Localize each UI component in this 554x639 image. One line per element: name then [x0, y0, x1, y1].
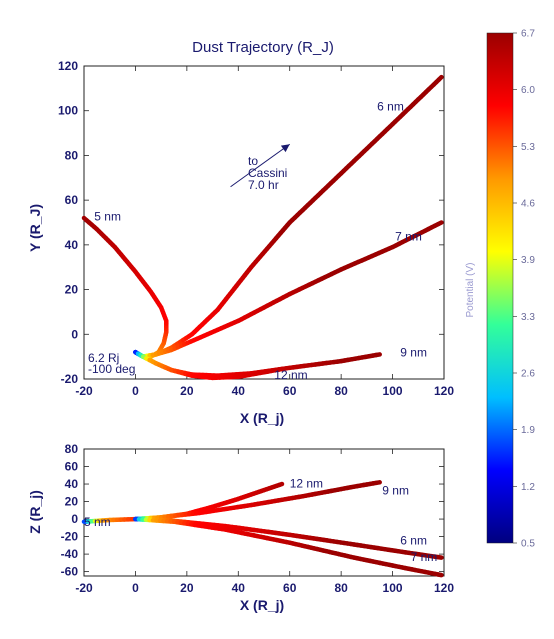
bottom-y-tick-label: 40 — [65, 477, 79, 491]
colorbar-tick-label: 6.0 — [521, 85, 535, 96]
top-series-label: 12 nm — [274, 368, 307, 382]
top-x-tick-label: 40 — [232, 384, 246, 398]
bottom-plot-frame — [83, 448, 445, 577]
top-y-axis-label: Y (R_J) — [27, 204, 43, 252]
cassini-annotation-line-2: Cassini — [248, 166, 287, 180]
bottom-x-tick-label: 0 — [132, 581, 139, 595]
top-x-tick-label: -20 — [75, 384, 93, 398]
bottom-series-label: 9 nm — [382, 484, 409, 498]
top-x-tick-label: 120 — [434, 384, 454, 398]
colorbar-label: Potential (V) — [465, 262, 476, 317]
bottom-series-label: 6 nm — [400, 533, 427, 547]
bottom-series-label: 7 nm — [411, 550, 438, 564]
top-trajectory-segment — [373, 352, 382, 358]
top-x-tick-label: 100 — [383, 384, 403, 398]
colorbar-tick-label: 3.3 — [521, 312, 535, 323]
cassini-annotation-line-3: 7.0 hr — [248, 178, 279, 192]
top-series-6-nm: 6 nm — [133, 74, 444, 359]
cassini-arrowhead — [280, 144, 290, 153]
top-y-tick-label: 100 — [58, 104, 78, 118]
bottom-series-7-nm: 7 nm — [133, 516, 444, 578]
bottom-trajectory-segment — [277, 481, 285, 488]
top-x-axis-label: X (R_j) — [240, 410, 284, 426]
top-panel-xy-plot: Dust Trajectory (R_J) -20 0 20 40 60 80 100 120… — [27, 39, 454, 426]
top-y-tick-label: 40 — [65, 238, 79, 252]
cassini-annotation: to Cassini 7.0 hr — [230, 143, 291, 192]
bottom-x-tick-label: -20 — [75, 581, 93, 595]
bottom-x-tick-label: 40 — [232, 581, 246, 595]
colorbar-gradient — [486, 32, 514, 544]
top-trajectory-segment — [436, 74, 444, 82]
top-series-12-nm: 12 nm — [133, 349, 308, 382]
colorbar-tick-label: 5.3 — [521, 142, 535, 153]
bottom-y-tick-label: -60 — [61, 565, 79, 579]
cassini-direction-arrow — [230, 143, 291, 188]
chart-title: Dust Trajectory (R_J) — [192, 39, 334, 56]
top-trajectory-segment — [81, 215, 89, 223]
colorbar-tick-label: 6.7 — [521, 29, 535, 40]
colorbar-tick-label: 1.2 — [521, 482, 535, 493]
top-y-tick-label: 20 — [65, 283, 79, 297]
bottom-x-tick-label: 120 — [434, 581, 454, 595]
top-series-label: 6 nm — [377, 100, 404, 114]
bottom-trajectory-segment — [374, 480, 382, 486]
top-series-label: 9 nm — [400, 346, 427, 360]
bottom-y-tick-label: 0 — [71, 512, 78, 526]
bottom-x-tick-label: 80 — [334, 581, 348, 595]
top-x-tick-label: 20 — [180, 384, 194, 398]
top-y-tick-label: 80 — [65, 148, 79, 162]
top-x-tick-label: 60 — [283, 384, 297, 398]
bottom-y-tick-label: 20 — [65, 495, 79, 509]
top-trajectory-segment — [435, 220, 444, 227]
bottom-y-axis-label: Z (R_j) — [27, 490, 43, 534]
bottom-y-tick-label: -20 — [61, 530, 79, 544]
colorbar: 6.7 6.0 5.3 4.6 3.9 3.3 2.6 1.9 1.2 0.5 Potential… — [465, 29, 535, 550]
bottom-y-tick-label: -40 — [61, 547, 79, 561]
bottom-x-tick-label: 60 — [283, 581, 297, 595]
top-plot-frame — [83, 65, 445, 380]
bottom-y-tick-label: 60 — [65, 460, 79, 474]
top-y-tick-label: 0 — [71, 327, 78, 341]
top-series-7-nm: 7 nm — [133, 220, 444, 359]
top-y-tick-label: 120 — [58, 59, 78, 73]
start-annotation-line-1: 6.2 Rj — [88, 351, 119, 365]
colorbar-tick-label: 4.6 — [521, 199, 535, 210]
colorbar-tick-label: 1.9 — [521, 425, 535, 436]
colorbar-tick-label: 0.5 — [521, 539, 535, 550]
bottom-y-tick-label: 80 — [65, 442, 79, 456]
start-annotation-line-2: -100 deg — [88, 362, 135, 376]
top-series-label: 7 nm — [395, 229, 422, 243]
cassini-annotation-line-1: to — [248, 154, 258, 168]
top-y-tick-label: 60 — [65, 193, 79, 207]
colorbar-tick-label: 2.6 — [521, 369, 535, 380]
bottom-panel-xz-plot: -20 0 20 40 60 80 100 120 80 60 40 20 0 -20 -40 -60 5 n… — [27, 442, 454, 613]
bottom-x-axis-label: X (R_j) — [240, 597, 284, 613]
bottom-series-label: 12 nm — [290, 477, 323, 491]
top-x-tick-label: 80 — [334, 384, 348, 398]
top-series-5-nm: 5 nm — [81, 209, 169, 359]
bottom-x-tick-label: 100 — [383, 581, 403, 595]
top-series-label: 5 nm — [94, 209, 121, 223]
start-annotation: 6.2 Rj -100 deg — [88, 351, 135, 376]
top-x-tick-label: 0 — [132, 384, 139, 398]
bottom-trajectory-segment — [435, 572, 444, 578]
top-trajectory-segment — [276, 366, 285, 372]
bottom-series-label: 5 nm — [84, 515, 111, 529]
colorbar-tick-label: 3.9 — [521, 255, 535, 266]
bottom-x-tick-label: 20 — [180, 581, 194, 595]
top-y-tick-label: -20 — [61, 372, 79, 386]
